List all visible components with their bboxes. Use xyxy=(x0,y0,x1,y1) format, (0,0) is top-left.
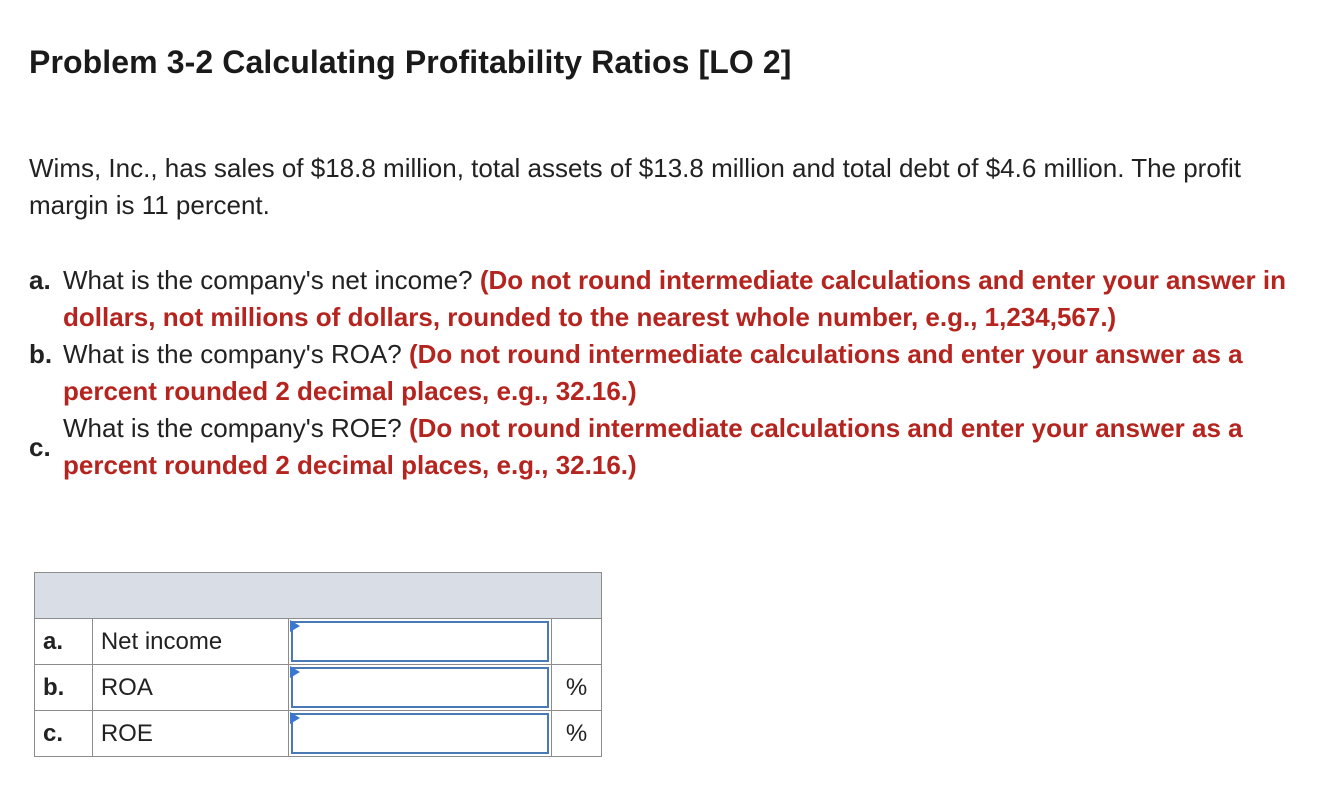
problem-intro: Wims, Inc., has sales of $18.8 million, … xyxy=(29,153,1242,220)
flag-marker-icon xyxy=(290,620,301,632)
row-letter: a. xyxy=(34,618,93,665)
row-label: ROA xyxy=(91,664,290,711)
header-cell xyxy=(34,572,602,619)
question-b: b. What is the company's ROA? (Do not ro… xyxy=(29,336,1299,410)
problem-title: Problem 3-2 Calculating Profitability Ra… xyxy=(29,44,792,80)
question-text: What is the company's net income? xyxy=(63,265,473,295)
answer-table: a. Net income b. ROA % c. ROE % xyxy=(34,572,602,757)
row-label: ROE xyxy=(91,710,290,757)
question-text: What is the company's ROA? xyxy=(63,339,402,369)
answer-row-net-income: a. Net income xyxy=(34,618,602,665)
answer-row-roa: b. ROA % xyxy=(34,664,602,711)
percent-unit: % xyxy=(551,710,602,757)
question-instruction: (Do not round intermediate calculations … xyxy=(63,265,1286,332)
row-label: Net income xyxy=(91,618,290,665)
net-income-input[interactable] xyxy=(291,621,550,662)
question-text: What is the company's ROE? xyxy=(63,413,402,443)
answer-row-roe: c. ROE % xyxy=(34,710,602,757)
question-letter: b. xyxy=(29,339,53,369)
answer-table-header xyxy=(34,572,602,619)
roe-input[interactable] xyxy=(291,713,550,754)
roa-input[interactable] xyxy=(291,667,550,708)
row-letter: b. xyxy=(34,664,93,711)
question-letter: a. xyxy=(29,265,51,295)
row-unit xyxy=(551,618,602,665)
question-list: a. What is the company's net income? (Do… xyxy=(29,262,1299,484)
question-letter: c. xyxy=(29,431,51,462)
row-letter: c. xyxy=(34,710,93,757)
question-instruction: (Do not round intermediate calculations … xyxy=(63,339,1243,406)
question-instruction: (Do not round intermediate calculations … xyxy=(63,413,1243,480)
flag-marker-icon xyxy=(290,666,301,678)
question-a: a. What is the company's net income? (Do… xyxy=(29,262,1299,336)
percent-unit: % xyxy=(551,664,602,711)
flag-marker-icon xyxy=(290,712,301,724)
question-c: c. What is the company's ROE? (Do not ro… xyxy=(29,410,1299,484)
